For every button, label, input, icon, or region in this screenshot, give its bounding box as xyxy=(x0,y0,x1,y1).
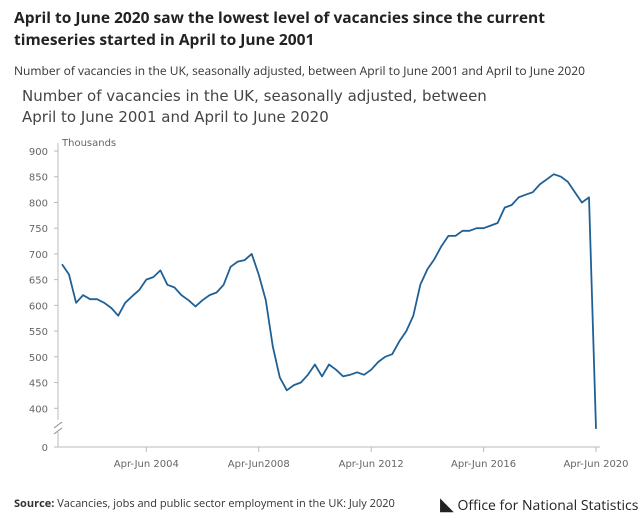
y-tick-label: 400 xyxy=(29,404,48,415)
x-tick-label: Apr-Jun 2012 xyxy=(339,459,404,470)
x-tick-label: Apr-Jun 2020 xyxy=(563,459,628,470)
y-tick-label: 500 xyxy=(29,353,48,364)
y-tick-label: 900 xyxy=(29,147,48,158)
logo-text: Office for National Statistics xyxy=(457,496,639,515)
x-tick-label: Apr-Jun2008 xyxy=(228,459,290,470)
y-tick-label: 600 xyxy=(29,301,48,312)
y-tick-label: 700 xyxy=(29,250,48,261)
y-tick-label: 0 xyxy=(42,443,48,454)
headline: April to June 2020 saw the lowest level … xyxy=(14,6,545,50)
y-tick-label: 750 xyxy=(29,224,48,235)
y-tick-label: 550 xyxy=(29,327,48,338)
chart-title-box: Number of vacancies in the UK, seasonall… xyxy=(22,87,487,126)
y-tick-label: 850 xyxy=(29,173,48,184)
subtitle: Number of vacancies in the UK, seasonall… xyxy=(14,62,586,79)
source-text: Vacancies, jobs and public sector employ… xyxy=(57,496,395,511)
chart-title: Number of vacancies in the UK, seasonall… xyxy=(22,87,487,126)
series-line xyxy=(61,173,597,429)
unit-label: Thousands xyxy=(61,138,116,149)
x-tick-label: Apr-Jun 2004 xyxy=(114,459,179,470)
y-tick-label: 450 xyxy=(29,379,48,390)
y-tick-label: 800 xyxy=(29,198,48,209)
axis-break xyxy=(53,421,63,435)
logo: ◣ Office for National Statistics xyxy=(440,492,639,516)
source-label: Source: xyxy=(14,496,55,511)
x-tick-label: Apr-Jun 2016 xyxy=(451,459,516,470)
source: Source: Vacancies, jobs and public secto… xyxy=(14,496,395,511)
y-tick-label: 650 xyxy=(29,276,48,287)
